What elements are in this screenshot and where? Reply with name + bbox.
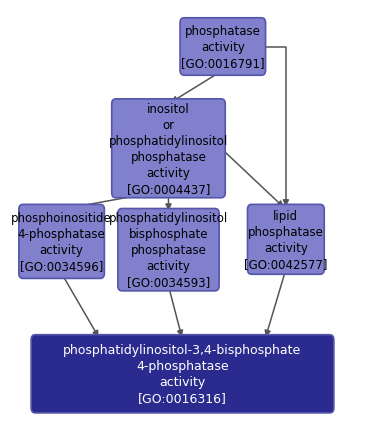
Text: lipid
phosphatase
activity
[GO:0042577]: lipid phosphatase activity [GO:0042577] [244,209,328,270]
Text: phosphatidylinositol-3,4-bisphosphate
4-phosphatase
activity
[GO:0016316]: phosphatidylinositol-3,4-bisphosphate 4-… [64,344,301,404]
FancyBboxPatch shape [31,335,334,413]
Text: phosphatase
activity
[GO:0016791]: phosphatase activity [GO:0016791] [181,25,265,70]
FancyBboxPatch shape [180,19,266,76]
FancyBboxPatch shape [112,100,225,198]
Text: inositol
or
phosphatidylinositol
phosphatase
activity
[GO:0004437]: inositol or phosphatidylinositol phospha… [109,103,228,195]
Text: phosphoinositide
4-phosphatase
activity
[GO:0034596]: phosphoinositide 4-phosphatase activity … [11,212,112,272]
FancyBboxPatch shape [247,205,324,275]
FancyBboxPatch shape [19,205,104,279]
FancyBboxPatch shape [118,209,219,291]
Text: phosphatidylinositol
bisphosphate
phosphatase
activity
[GO:0034593]: phosphatidylinositol bisphosphate phosph… [109,212,228,289]
